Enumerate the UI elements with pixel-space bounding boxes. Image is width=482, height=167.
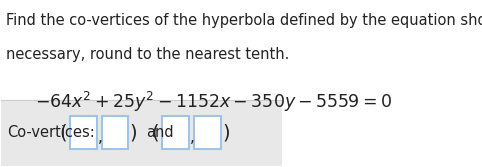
Bar [102,116,128,149]
Bar [70,116,97,149]
Bar [1,100,281,166]
Text: Co-vertices:: Co-vertices: [7,125,95,140]
Text: ,: , [190,130,195,145]
Bar [1,1,281,103]
Text: and: and [146,125,174,140]
Text: ): ) [130,123,137,142]
Text: Find the co-vertices of the hyperbola defined by the equation shown below. If: Find the co-vertices of the hyperbola de… [6,13,482,28]
Text: (: ( [59,123,67,142]
Text: necessary, round to the nearest tenth.: necessary, round to the nearest tenth. [6,47,289,62]
Text: (: ( [151,123,159,142]
Bar [194,116,221,149]
Bar [162,116,189,149]
Text: ): ) [222,123,230,142]
Text: $-64x^2 + 25y^2 - 1152x - 350y - 5559 = 0$: $-64x^2 + 25y^2 - 1152x - 350y - 5559 = … [35,90,392,114]
Text: ,: , [98,130,103,145]
